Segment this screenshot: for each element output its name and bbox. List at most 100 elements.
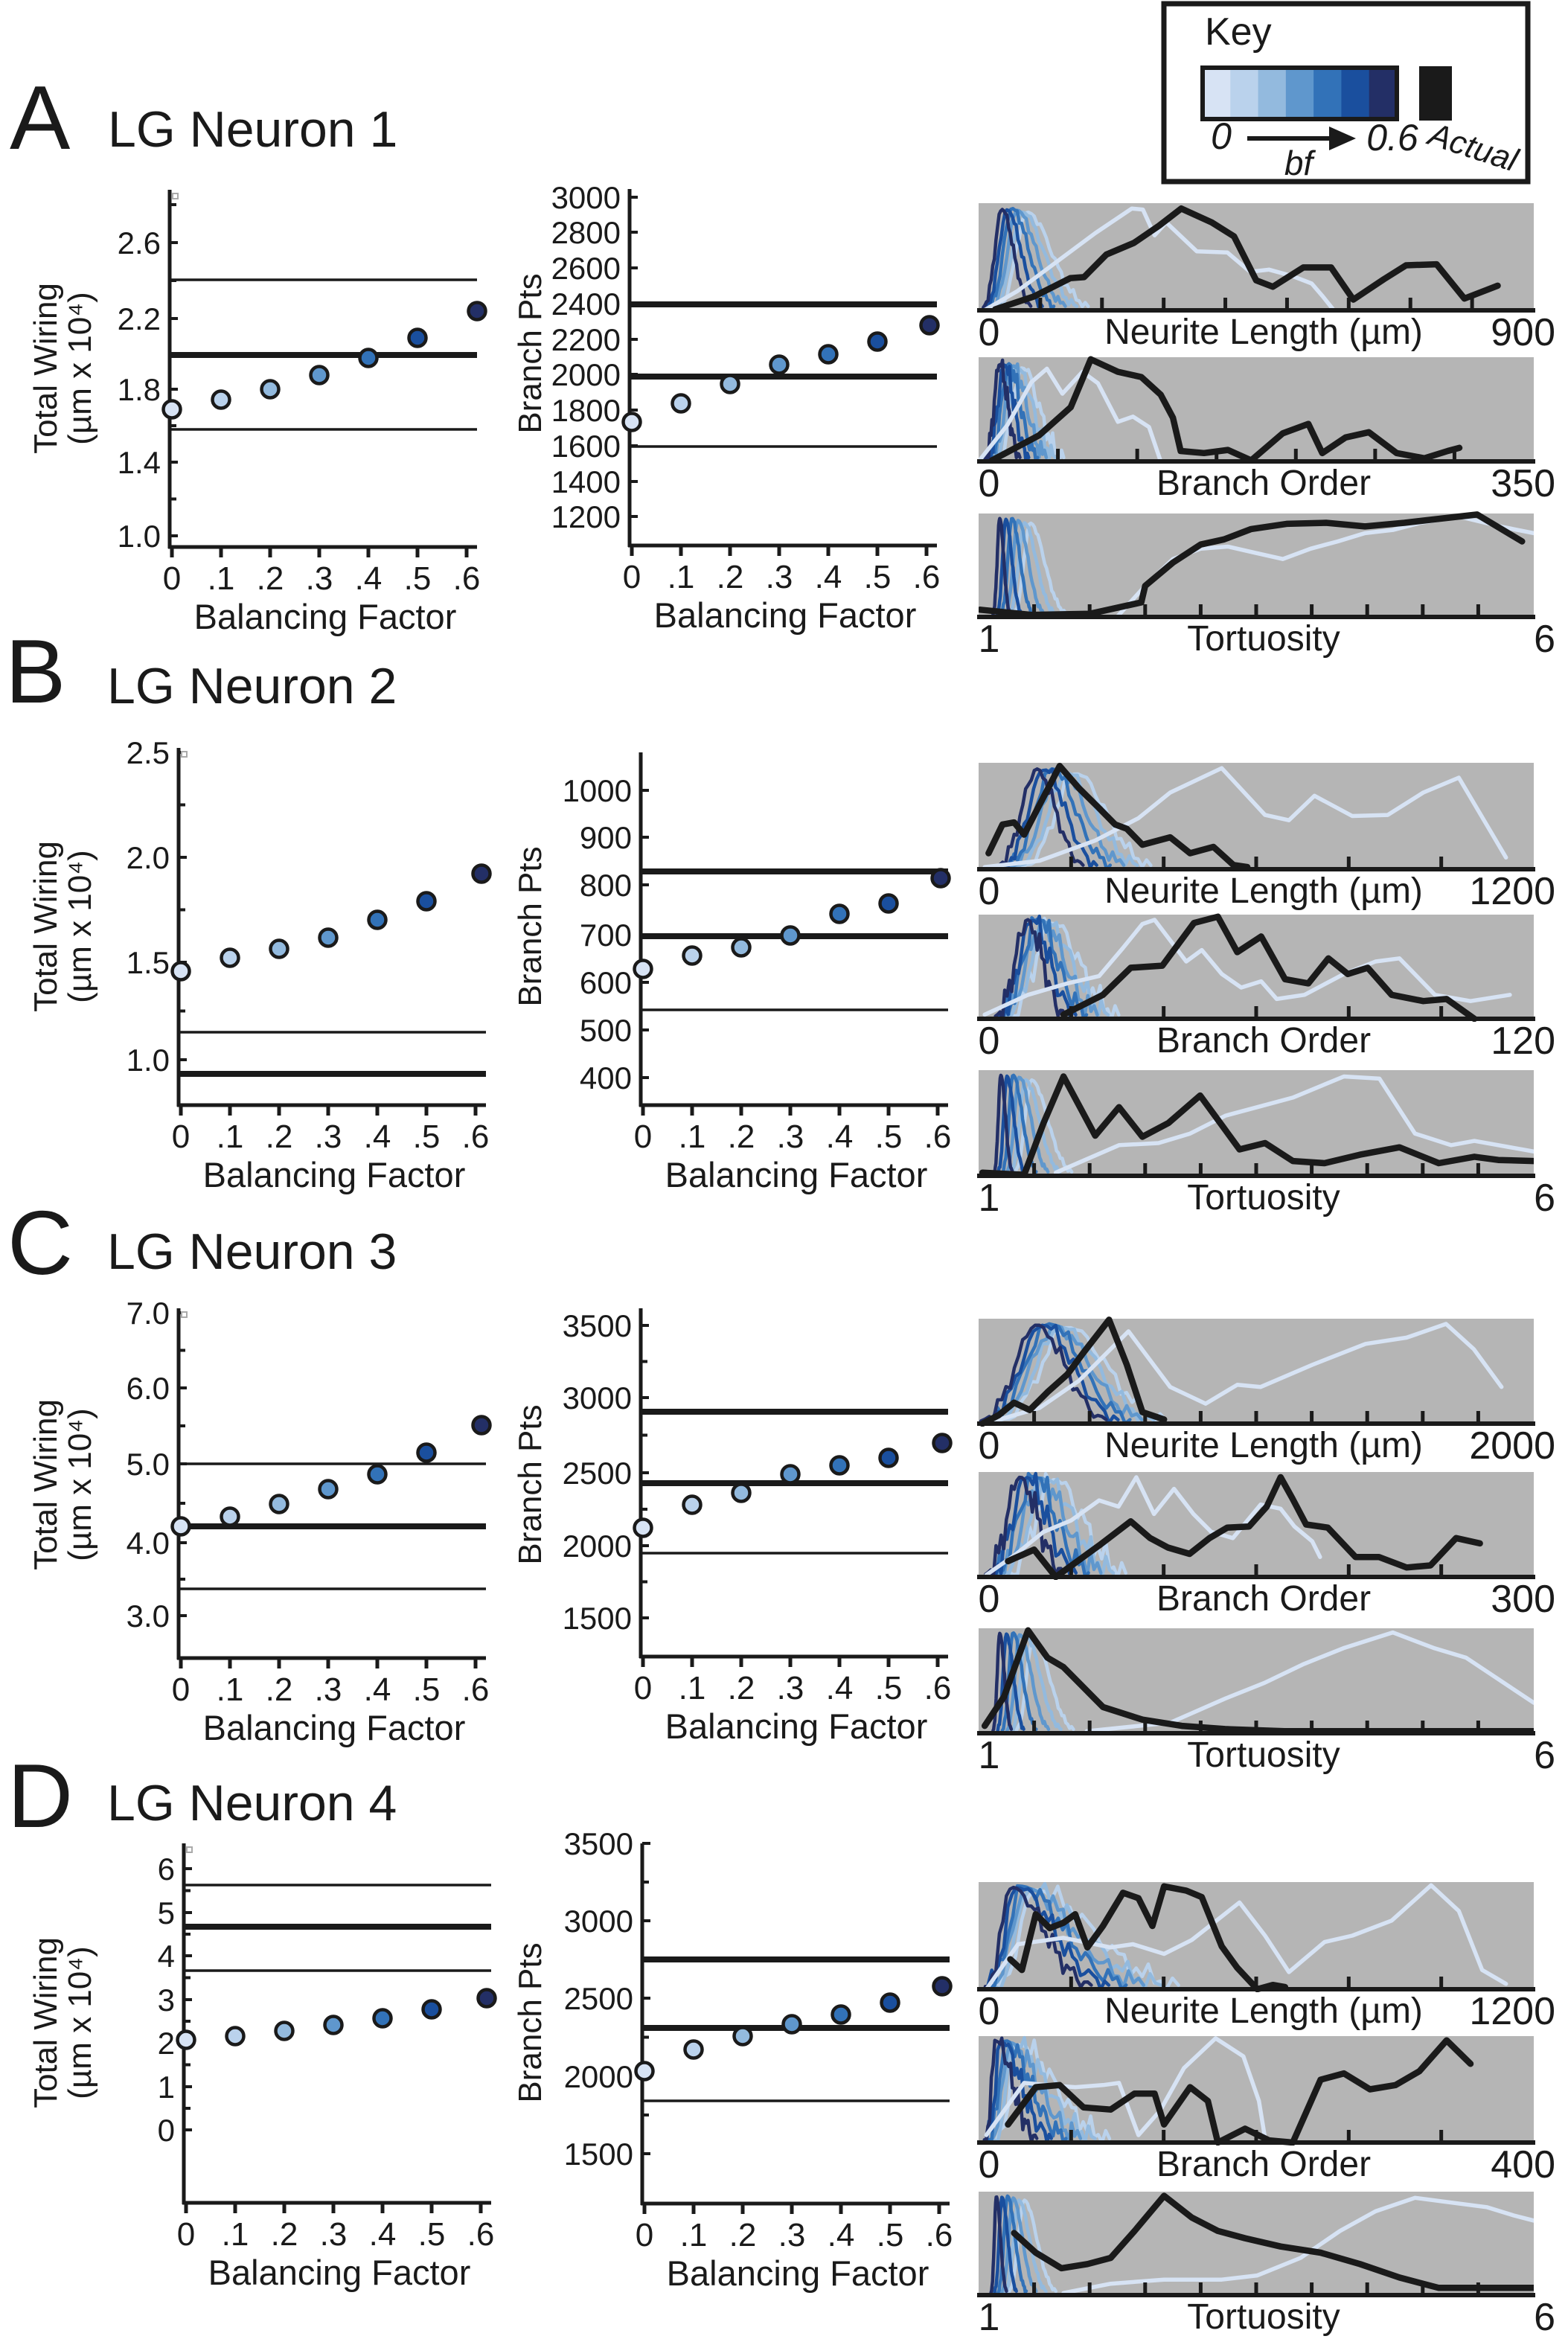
svg-text:(µm x 10⁴): (µm x 10⁴) [62,292,98,445]
svg-text:1: 1 [979,1734,1000,1777]
svg-text:6: 6 [1534,1177,1555,1220]
svg-text:1.0: 1.0 [118,519,161,554]
svg-text:.5: .5 [875,1119,903,1155]
svg-text:LG Neuron 1: LG Neuron 1 [108,101,397,158]
svg-text:Branch Order: Branch Order [1156,464,1371,503]
svg-text:.5: .5 [864,559,892,595]
svg-text:.6: .6 [913,559,941,595]
svg-text:7.0: 7.0 [127,1296,170,1331]
svg-text:B: B [5,621,65,722]
svg-text:.2: .2 [728,1670,755,1706]
svg-text:1200: 1200 [1469,870,1555,913]
svg-text:.1: .1 [680,2217,708,2253]
svg-text:.6: .6 [453,560,481,597]
svg-text:bf: bf [1284,144,1316,182]
svg-text:0: 0 [979,311,1000,354]
svg-text:6.0: 6.0 [127,1371,170,1406]
svg-text:3000: 3000 [563,1380,632,1415]
svg-text:5: 5 [158,1895,175,1930]
svg-text:400: 400 [580,1060,632,1095]
svg-text:1500: 1500 [564,2137,633,2172]
svg-text:(µm x 10⁴): (µm x 10⁴) [62,1408,98,1561]
svg-text:Balancing Factor: Balancing Factor [203,1708,466,1747]
svg-text:Balancing Factor: Balancing Factor [208,2253,471,2292]
svg-text:0: 0 [163,560,181,597]
svg-text:0: 0 [979,2143,1000,2186]
svg-text:3000: 3000 [564,1904,633,1939]
svg-text:.4: .4 [826,1119,854,1155]
svg-text:.5: .5 [413,1119,441,1155]
svg-text:Branch Pts: Branch Pts [512,846,548,1006]
svg-text:0: 0 [172,1671,190,1708]
svg-text:LG Neuron 4: LG Neuron 4 [107,1775,397,1831]
svg-text:2000: 2000 [564,2059,633,2094]
svg-text:.1: .1 [668,559,695,595]
svg-text:1.5: 1.5 [127,945,170,980]
svg-text:1400: 1400 [551,464,621,499]
svg-text:.5: .5 [877,2217,904,2253]
svg-text:800: 800 [580,868,632,903]
svg-text:1200: 1200 [1469,1990,1555,2033]
svg-text:2.6: 2.6 [118,225,161,260]
svg-text:.4: .4 [364,1671,391,1708]
svg-text:0: 0 [979,462,1000,505]
svg-text:.4: .4 [355,560,383,597]
svg-text:Branch Pts: Branch Pts [512,273,548,433]
svg-text:.2: .2 [729,2217,757,2253]
svg-text:.1: .1 [217,1119,244,1155]
svg-text:0: 0 [979,1578,1000,1621]
svg-text:.5: .5 [875,1670,903,1706]
svg-text:LG Neuron 2: LG Neuron 2 [107,658,397,714]
svg-text:Total Wiring: Total Wiring [28,1937,64,2108]
svg-text:.2: .2 [728,1119,755,1155]
svg-text:1000: 1000 [563,773,632,808]
svg-text:Branch Pts: Branch Pts [512,1404,548,1564]
svg-text:2400: 2400 [551,287,621,321]
svg-text:.6: .6 [924,1119,952,1155]
svg-text:0: 0 [177,2216,195,2253]
svg-text:1.0: 1.0 [127,1043,170,1078]
svg-text:Total Wiring: Total Wiring [28,1399,64,1570]
svg-text:350: 350 [1491,462,1555,505]
svg-text:.2: .2 [271,2216,298,2253]
svg-text:0: 0 [634,1670,652,1706]
svg-text:2600: 2600 [551,251,621,286]
svg-text:0: 0 [623,559,641,595]
svg-text:Key: Key [1205,10,1272,54]
svg-text:0: 0 [979,1424,1000,1468]
svg-text:2000: 2000 [563,1529,632,1564]
svg-text:Tortuosity: Tortuosity [1187,1178,1340,1218]
svg-text:C: C [7,1192,73,1293]
svg-text:.3: .3 [777,1670,804,1706]
svg-text:.3: .3 [315,1119,342,1155]
svg-text:1800: 1800 [551,393,621,428]
svg-text:Branch Order: Branch Order [1156,2145,1371,2184]
svg-text:1.4: 1.4 [118,445,161,480]
svg-text:2500: 2500 [563,1456,632,1491]
svg-text:.6: .6 [462,1671,490,1708]
svg-text:.1: .1 [217,1671,244,1708]
svg-text:120: 120 [1491,1020,1555,1063]
svg-text:D: D [7,1745,73,1846]
svg-text:1: 1 [979,1177,1000,1220]
svg-text:.6: .6 [467,2216,495,2253]
svg-text:1.8: 1.8 [118,372,161,407]
svg-text:Neurite Length (µm): Neurite Length (µm) [1104,871,1423,911]
svg-text:3500: 3500 [564,1826,633,1861]
svg-text:Balancing Factor: Balancing Factor [654,595,917,635]
svg-text:0: 0 [979,870,1000,913]
svg-text:.1: .1 [679,1670,706,1706]
svg-text:Tortuosity: Tortuosity [1187,619,1340,659]
svg-text:Neurite Length (µm): Neurite Length (µm) [1104,313,1423,352]
svg-text:Balancing Factor: Balancing Factor [665,1706,928,1746]
svg-text:2200: 2200 [551,322,621,357]
svg-text:.4: .4 [826,1670,854,1706]
svg-text:1: 1 [979,618,1000,661]
svg-text:Balancing Factor: Balancing Factor [203,1155,466,1194]
svg-text:.4: .4 [364,1119,391,1155]
svg-text:900: 900 [1491,311,1555,354]
svg-text:.3: .3 [777,1119,804,1155]
svg-text:700: 700 [580,918,632,953]
svg-text:0.6: 0.6 [1366,117,1418,159]
svg-text:2000: 2000 [1469,1424,1555,1468]
